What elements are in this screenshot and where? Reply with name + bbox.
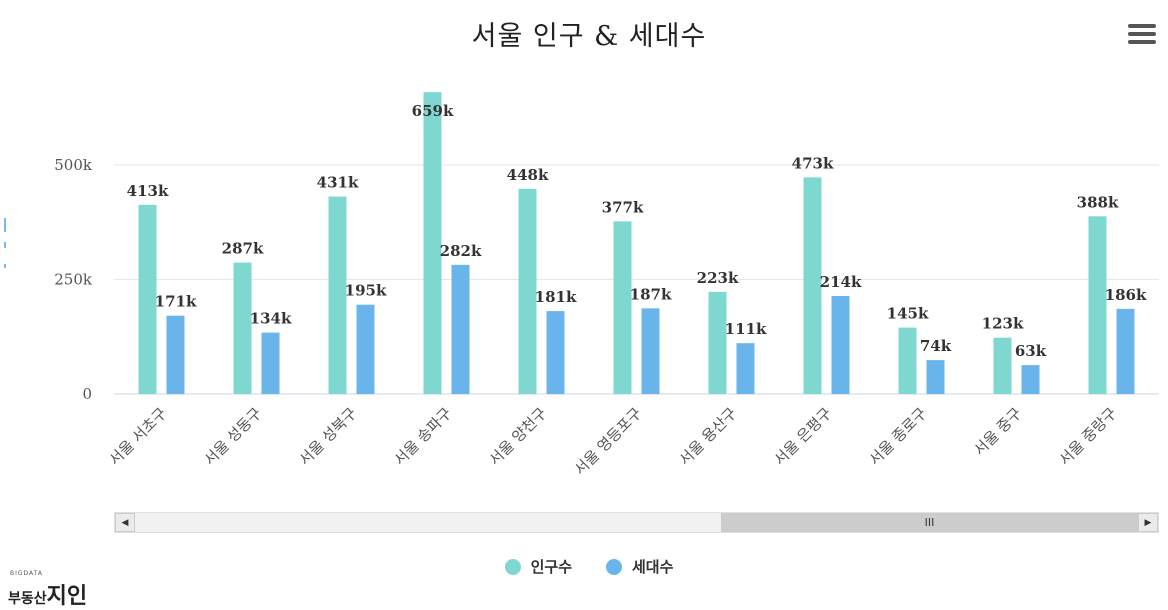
data-label: 473k — [792, 154, 834, 172]
bar-chart: 0 250k 500k 413k 171k 서울 서초구 287k 134k 서울 성동구 431… — [54, 92, 1159, 479]
data-label: 287k — [222, 240, 264, 258]
x-tick-label: 서울 성동구 — [200, 404, 265, 469]
x-tick-label: 서울 양천구 — [485, 404, 550, 469]
chart-title: 서울 인구 & 세대수 — [471, 21, 707, 52]
x-tick-label: 서울 용산구 — [675, 404, 740, 469]
legend-population-label: 인구수 — [530, 558, 572, 576]
y-tick-label: 0 — [82, 385, 92, 403]
legend-households-label: 세대수 — [632, 558, 674, 576]
x-tick-label: 서울 서초구 — [105, 404, 170, 469]
bar-population[interactable] — [708, 291, 727, 394]
bar-households[interactable] — [831, 295, 850, 394]
bar-households[interactable] — [1116, 308, 1135, 394]
scroll-right-button[interactable]: ▶ — [1138, 513, 1158, 532]
data-label: 448k — [507, 166, 549, 184]
data-label: 187k — [630, 285, 672, 303]
data-label: 111k — [725, 320, 767, 338]
bar-households[interactable] — [166, 315, 185, 394]
legend-item-population[interactable]: 인구수 — [504, 556, 572, 577]
x-tick-label: 서울 영등포구 — [571, 404, 646, 479]
bar-population[interactable] — [993, 337, 1012, 394]
hamburger-menu-icon[interactable] — [1128, 24, 1156, 50]
legend-item-households[interactable]: 세대수 — [606, 556, 673, 577]
bar-population[interactable] — [613, 221, 632, 394]
x-tick-label: 서울 은평구 — [770, 404, 835, 469]
bar-population[interactable] — [233, 262, 252, 394]
scrollbar-grip-icon: III — [924, 516, 935, 529]
chart-legend: 인구수 세대수 — [0, 556, 1168, 577]
x-tick-label: 서울 종로구 — [865, 404, 930, 469]
scroll-left-button[interactable]: ◀ — [115, 513, 135, 532]
brand-logo: BIGDATA 부동산지인 — [8, 570, 108, 609]
logo-text: 부동산지인 — [8, 578, 87, 610]
data-label: 134k — [250, 310, 292, 328]
data-label: 74k — [920, 337, 952, 355]
scroll-right-arrow-icon: ▶ — [1144, 517, 1152, 528]
bar-households[interactable] — [546, 311, 565, 394]
data-label: 377k — [602, 198, 644, 216]
x-tick-label: 서울 성북구 — [295, 404, 360, 469]
bar-households[interactable] — [451, 264, 470, 394]
bar-households[interactable] — [1021, 365, 1040, 394]
legend-households-dot-icon — [606, 558, 622, 575]
bar-population[interactable] — [803, 177, 822, 394]
data-label: 413k — [127, 182, 169, 200]
bar-households[interactable] — [261, 332, 280, 394]
data-label: 186k — [1105, 286, 1147, 304]
y-tick-label: 500k — [54, 156, 93, 174]
bar-population[interactable] — [1088, 216, 1107, 394]
data-label: 214k — [820, 273, 862, 291]
bar-population[interactable] — [138, 204, 157, 394]
bar-households[interactable] — [736, 343, 755, 394]
data-label: 63k — [1015, 342, 1047, 360]
bar-households[interactable] — [641, 308, 660, 394]
bar-population[interactable] — [423, 92, 442, 394]
bar-population[interactable] — [898, 327, 917, 394]
data-label: 431k — [317, 174, 359, 192]
logo-brand-text: 지인 — [46, 584, 88, 609]
side-decoration-icon — [4, 218, 6, 268]
data-label: 195k — [345, 282, 387, 300]
bar-households[interactable] — [356, 304, 375, 394]
y-tick-label: 250k — [54, 271, 93, 289]
horizontal-scrollbar[interactable]: ◀ III ▶ — [114, 512, 1159, 533]
scroll-left-arrow-icon: ◀ — [121, 517, 129, 528]
data-label: 123k — [982, 315, 1024, 333]
data-label: 659k — [412, 102, 454, 120]
logo-bigdata-text: BIGDATA — [10, 570, 43, 577]
data-label: 181k — [535, 288, 577, 306]
bar-population[interactable] — [328, 196, 347, 394]
x-tick-label: 서울 송파구 — [390, 404, 455, 469]
scrollbar-thumb[interactable]: III — [721, 513, 1138, 532]
x-tick-label: 서울 중구 — [970, 404, 1025, 459]
data-label: 388k — [1077, 193, 1119, 211]
bar-households[interactable] — [926, 360, 945, 394]
data-label: 145k — [887, 305, 929, 323]
data-label: 282k — [440, 242, 482, 260]
bar-population[interactable] — [518, 188, 537, 394]
x-tick-label: 서울 중랑구 — [1055, 404, 1120, 469]
data-label: 171k — [155, 293, 197, 311]
legend-population-dot-icon — [504, 558, 521, 575]
data-label: 223k — [697, 269, 739, 287]
logo-realestate-text: 부동산 — [8, 591, 47, 607]
